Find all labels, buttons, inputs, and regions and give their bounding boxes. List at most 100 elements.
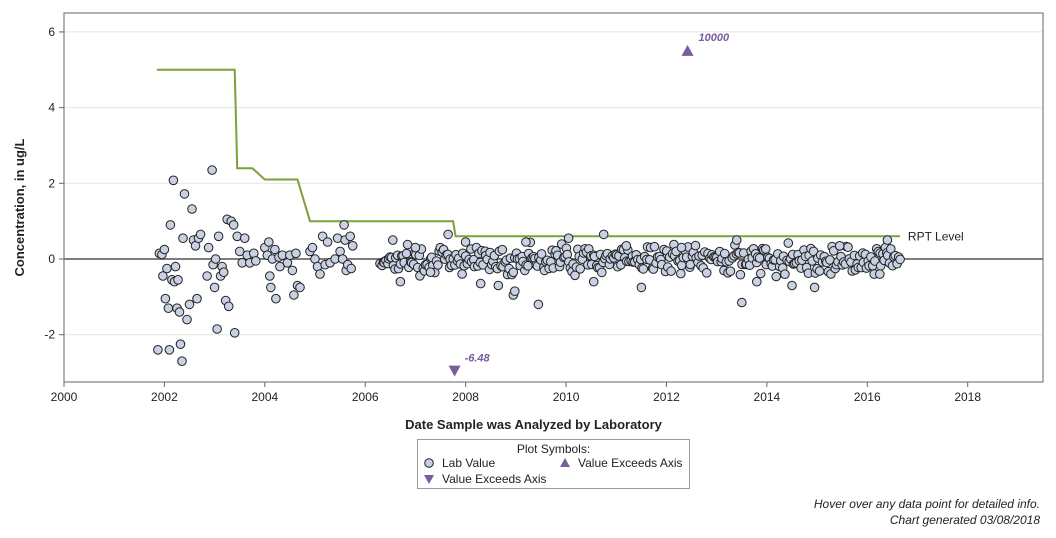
- lab-value-point: [295, 282, 305, 293]
- lab-value-point: [179, 189, 190, 199]
- lab-value-point: [164, 345, 175, 355]
- lab-value-point: [187, 204, 197, 214]
- lab-value-point: [754, 253, 765, 263]
- lab-value-point: [289, 290, 299, 300]
- y-tick-label: 2: [48, 176, 55, 190]
- hover-hint: Hover over any data point for detailed i…: [813, 497, 1040, 511]
- lab-value-point: [425, 267, 436, 278]
- lab-value-point: [170, 261, 181, 272]
- x-tick-label: 2016: [854, 390, 881, 404]
- lab-value-point: [265, 271, 275, 281]
- lab-value-point: [229, 328, 240, 338]
- lab-value-point: [493, 280, 504, 291]
- lab-value-point: [457, 269, 467, 279]
- lab-value-point: [410, 242, 421, 253]
- x-axis-label: Date Sample was Analyzed by Laboratory: [405, 417, 662, 432]
- y-tick-label: 6: [48, 25, 55, 39]
- lab-value-point: [737, 297, 747, 308]
- lab-value-point: [395, 276, 406, 287]
- lab-value-point: [218, 267, 229, 278]
- x-tick-label: 2004: [251, 390, 278, 404]
- lab-value-point: [345, 231, 356, 242]
- lab-value-point: [160, 293, 171, 304]
- lab-value-point: [676, 268, 686, 279]
- lab-value-point: [676, 260, 687, 271]
- lab-value-point: [886, 244, 896, 254]
- lab-value-point: [895, 254, 905, 265]
- lab-value-point: [588, 276, 599, 287]
- lab-value-point: [322, 237, 333, 247]
- lab-value-point: [676, 242, 687, 253]
- lab-value-point: [843, 242, 853, 252]
- lab-value-point: [597, 267, 607, 278]
- lab-value-point: [735, 269, 746, 280]
- lab-value-point: [184, 299, 195, 310]
- lab-value-point: [523, 261, 533, 271]
- lab-value-point: [239, 233, 250, 243]
- lab-value-point: [460, 237, 471, 247]
- lab-value-point: [725, 266, 736, 277]
- x-tick-label: 2010: [553, 390, 580, 404]
- legend-exceeds-down: Value Exceeds Axis: [442, 472, 547, 486]
- lab-value-point: [192, 293, 202, 304]
- lab-value-point: [834, 241, 845, 251]
- lab-value-point: [159, 244, 170, 255]
- rpt-level-label: RPT Level: [908, 229, 964, 243]
- lab-value-point: [443, 229, 453, 240]
- lab-value-point: [346, 263, 357, 274]
- lab-value-point: [508, 267, 519, 278]
- exceeds-axis-up-label: 10000: [699, 32, 730, 44]
- lab-value-point: [213, 231, 224, 242]
- x-tick-label: 2012: [653, 390, 680, 404]
- exceeds-axis-down-label: -6.48: [465, 353, 491, 365]
- lab-value-point: [621, 241, 632, 251]
- lab-value-point: [163, 303, 174, 314]
- lab-value-point: [270, 244, 280, 255]
- lab-value-point: [287, 265, 298, 276]
- lab-value-point: [475, 278, 486, 289]
- lab-value-point: [264, 237, 274, 247]
- lab-value-point: [315, 269, 325, 279]
- lab-value-point: [533, 299, 544, 310]
- lab-value-point: [814, 266, 825, 276]
- lab-value-point: [175, 339, 186, 350]
- lab-value-point: [347, 241, 358, 251]
- triangle-down-legend-icon: [424, 475, 434, 484]
- y-tick-label: -2: [44, 328, 55, 342]
- lab-value-point: [158, 271, 168, 281]
- lab-value-point: [771, 271, 782, 282]
- x-tick-label: 2006: [352, 390, 379, 404]
- lab-value-point: [162, 263, 172, 274]
- lab-value-point: [234, 246, 245, 257]
- legend-exceeds-up: Value Exceeds Axis: [578, 456, 683, 470]
- exceeds-axis-up-marker: [681, 44, 694, 56]
- lab-value-point: [787, 280, 797, 291]
- lab-value-point: [182, 314, 192, 325]
- lab-value-point: [636, 282, 647, 293]
- lab-value-point: [275, 261, 285, 272]
- lab-value-point: [755, 268, 766, 279]
- legend-title: Plot Symbols:: [516, 442, 591, 456]
- lab-value-legend-icon: [424, 458, 434, 468]
- triangle-up-legend-icon: [560, 458, 570, 467]
- lab-value-point: [202, 271, 212, 281]
- lab-value-point: [809, 282, 820, 293]
- rpt-level-line: [156, 68, 900, 238]
- x-tick-label: 2000: [51, 390, 78, 404]
- lab-value-point: [875, 269, 885, 279]
- lab-value-point: [536, 249, 547, 259]
- lab-value-point: [731, 235, 742, 245]
- lab-value-point: [177, 356, 187, 367]
- lab-value-point: [165, 220, 176, 230]
- lab-value-point: [497, 244, 508, 255]
- legend: Plot Symbols: Lab Value Value Exceeds Ax…: [417, 439, 690, 489]
- lab-value-point: [307, 242, 318, 253]
- legend-lab-value: Lab Value: [442, 456, 496, 470]
- lab-value-point: [563, 233, 574, 243]
- lab-value-point: [598, 229, 609, 240]
- lab-value-point: [223, 301, 234, 312]
- lab-value-point: [210, 254, 221, 264]
- lab-value-point: [521, 237, 531, 247]
- lab-value-point: [203, 242, 214, 253]
